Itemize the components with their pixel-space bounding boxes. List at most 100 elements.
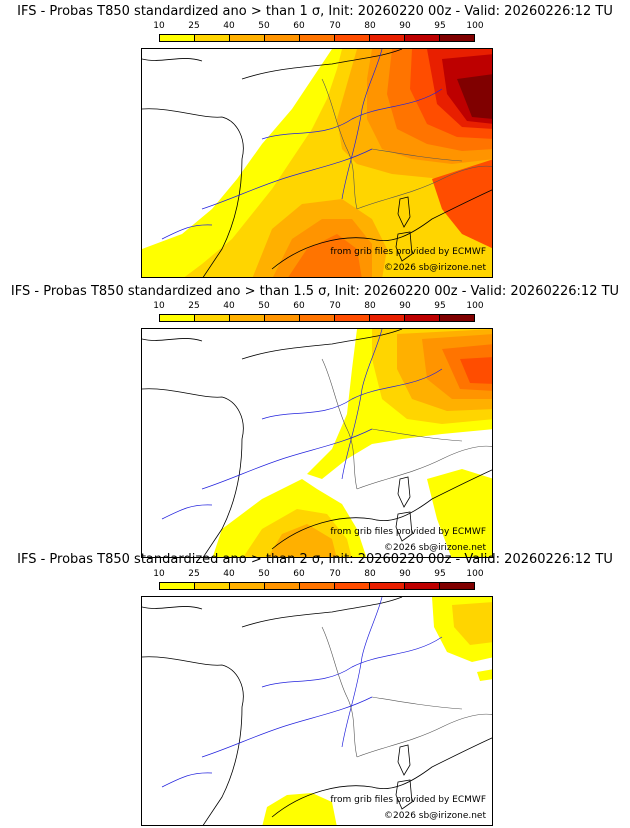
river: [261, 636, 443, 688]
river: [201, 148, 373, 210]
colorbar-segment: [440, 35, 474, 41]
coastline: [142, 606, 203, 610]
colorbar: [159, 582, 475, 590]
island-sardinia: [395, 231, 413, 262]
probability-map: from grib files provided by ECMWF ©2026 …: [141, 48, 493, 278]
border: [371, 428, 463, 442]
colorbar-segment: [160, 583, 195, 589]
colorbar-label: 100: [466, 21, 484, 31]
colorbar-segment: [370, 583, 405, 589]
prob-area-10-south: [262, 793, 337, 825]
coastline: [142, 338, 203, 342]
river: [261, 88, 443, 140]
colorbar-segment: [335, 315, 370, 321]
prob-area-40-south: [268, 524, 337, 557]
colorbar-label: 80: [364, 21, 376, 31]
colorbar-segment: [230, 315, 265, 321]
panel-sigma-1-5: IFS - Probas T850 standardized ano > tha…: [0, 280, 630, 558]
coastline: [142, 108, 244, 277]
colorbar-segment: [265, 583, 300, 589]
colorbar-label: 95: [434, 569, 446, 579]
island-sardinia: [395, 779, 413, 810]
panel-sigma-1: IFS - Probas T850 standardized ano > tha…: [0, 0, 630, 278]
colorbar-label: 60: [293, 301, 305, 311]
colorbar-label: 50: [258, 569, 270, 579]
colorbar-label: 95: [434, 301, 446, 311]
colorbar-segment: [300, 35, 335, 41]
island-sardinia: [395, 511, 413, 542]
island-corsica: [397, 196, 411, 228]
colorbar: [159, 34, 475, 42]
coastline: [142, 388, 244, 557]
prob-area-95: [457, 74, 492, 119]
colorbar-segment: [440, 315, 474, 321]
credit-source: from grib files provided by ECMWF: [330, 247, 486, 257]
credit-source: from grib files provided by ECMWF: [330, 795, 486, 805]
coastline: [271, 189, 492, 270]
colorbar-segment: [230, 35, 265, 41]
river: [201, 696, 373, 758]
colorbar: [159, 314, 475, 322]
colorbar-segment: [405, 315, 440, 321]
colorbar-segment: [440, 583, 474, 589]
coastline: [241, 49, 403, 80]
border: [371, 696, 463, 710]
map-canvas: [142, 597, 492, 825]
coastline: [142, 58, 203, 62]
colorbar-label: 70: [329, 21, 341, 31]
colorbar-segment: [160, 315, 195, 321]
colorbar-segment: [195, 35, 230, 41]
colorbar-segment: [405, 583, 440, 589]
colorbar-label: 10: [153, 301, 165, 311]
panel-title: IFS - Probas T850 standardized ano > tha…: [17, 4, 613, 19]
colorbar-label: 60: [293, 21, 305, 31]
colorbar-label: 10: [153, 21, 165, 31]
coastline: [241, 597, 403, 628]
prob-area-25: [452, 602, 492, 645]
probability-map: from grib files provided by ECMWF ©2026 …: [141, 328, 493, 558]
colorbar-segment: [300, 315, 335, 321]
colorbar-segment: [160, 35, 195, 41]
border: [321, 358, 358, 490]
panel-sigma-2: IFS - Probas T850 standardized ano > tha…: [0, 548, 630, 826]
river: [341, 597, 383, 748]
colorbar-segment: [335, 583, 370, 589]
colorbar-segment: [265, 315, 300, 321]
border: [371, 148, 463, 162]
border: [321, 78, 358, 210]
colorbar-label: 40: [223, 21, 235, 31]
credit-copyright: ©2026 sb@irizone.net: [384, 543, 486, 553]
colorbar-label: 100: [466, 569, 484, 579]
colorbar-label: 90: [399, 301, 411, 311]
river: [261, 368, 443, 420]
colorbar-labels: 10 25 40 50 60 70 80 90 95 100: [143, 21, 496, 33]
coastline: [241, 329, 403, 360]
colorbar-label: 70: [329, 569, 341, 579]
credit-copyright: ©2026 sb@irizone.net: [384, 811, 486, 821]
prob-area-10-east: [427, 469, 492, 557]
river: [161, 224, 213, 240]
colorbar-label: 90: [399, 569, 411, 579]
credit-source: from grib files provided by ECMWF: [330, 527, 486, 537]
probability-map: from grib files provided by ECMWF ©2026 …: [141, 596, 493, 826]
island-corsica: [397, 476, 411, 508]
colorbar-labels: 10 25 40 50 60 70 80 90 95 100: [143, 301, 496, 313]
colorbar-segment: [195, 583, 230, 589]
river: [341, 49, 383, 200]
colorbar-segment: [265, 35, 300, 41]
map-canvas: [142, 329, 492, 557]
colorbar-segment: [335, 35, 370, 41]
coastline: [271, 737, 492, 818]
colorbar-label: 95: [434, 21, 446, 31]
prob-area-70: [460, 357, 492, 384]
colorbar-label: 25: [188, 21, 200, 31]
island-corsica: [397, 744, 411, 776]
colorbar-label: 60: [293, 569, 305, 579]
prob-area-60-south: [288, 234, 362, 277]
colorbar-segment: [370, 315, 405, 321]
colorbar-label: 50: [258, 21, 270, 31]
map-canvas: [142, 49, 492, 277]
border: [321, 626, 358, 758]
colorbar-label: 40: [223, 569, 235, 579]
border: [356, 445, 492, 490]
